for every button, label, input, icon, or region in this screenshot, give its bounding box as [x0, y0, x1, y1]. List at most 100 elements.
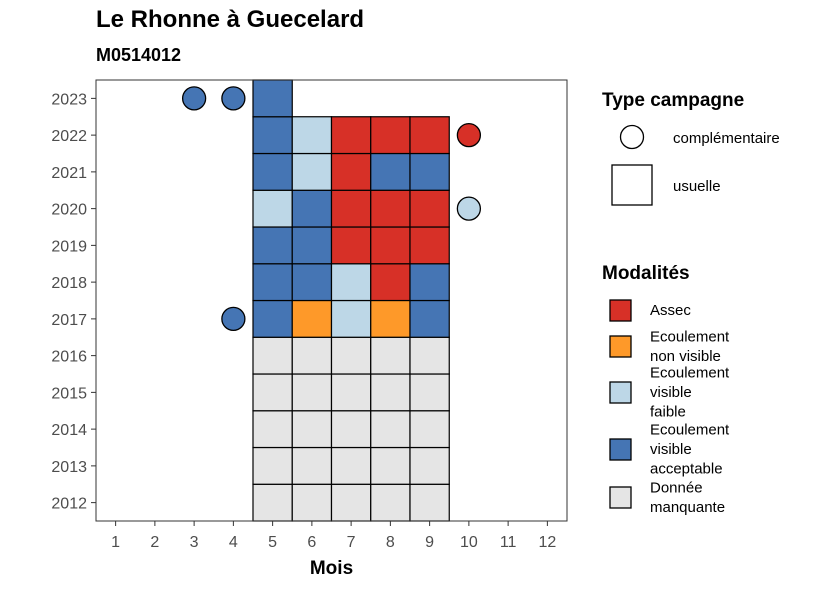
- cell-2020-5: [252, 189, 293, 228]
- y-axis: 2012 2013 2014 2015 2016 2017 2018 2019 2020 2021…: [51, 91, 96, 513]
- plot-panel-border: [95, 79, 568, 522]
- legend-type-label: usuelle: [673, 178, 721, 195]
- legend-square-key: [611, 164, 653, 206]
- y-tick-label: 2022: [51, 128, 87, 145]
- y-tick-label: 2017: [51, 312, 87, 329]
- y-tick-label: 2019: [51, 238, 87, 255]
- point-2017-4: [221, 306, 246, 332]
- chart-title: Le Rhonne à Guecelard: [96, 6, 365, 33]
- cell-2016-9: [409, 336, 450, 375]
- point-2023-4: [221, 86, 246, 111]
- cell-2019-5: [252, 226, 293, 265]
- x-tick-label: 2: [150, 534, 159, 551]
- y-tick-label: 2020: [51, 202, 87, 219]
- legend-modalite-label: visible: [650, 384, 692, 401]
- legend-key-0: [609, 299, 632, 322]
- cell-2012-7: [330, 483, 372, 522]
- point-2023-3: [181, 86, 207, 111]
- legend-modalite-label: visible: [650, 441, 692, 458]
- usuelle-cells: [252, 79, 450, 522]
- cell-2015-5: [252, 373, 293, 412]
- y-tick-label: 2023: [51, 91, 87, 108]
- cell-2013-7: [330, 446, 372, 485]
- cell-2017-5: [252, 299, 293, 338]
- cell-2022-7: [330, 116, 372, 155]
- cell-2016-5: [252, 336, 293, 375]
- cell-2014-5: [252, 410, 293, 449]
- y-tick-label: 2018: [51, 275, 87, 292]
- x-axis-title: Mois: [310, 558, 353, 579]
- cell-2017-6: [291, 299, 333, 338]
- cell-2019-8: [370, 226, 411, 265]
- cell-2018-6: [291, 263, 333, 302]
- x-tick-label: 1: [111, 534, 120, 551]
- legend-modalite-label: acceptable: [650, 461, 723, 478]
- legend-modalite-label: Ecoulement: [650, 328, 730, 345]
- cell-2019-6: [291, 226, 333, 265]
- cell-2019-9: [409, 226, 450, 265]
- cell-2020-8: [370, 189, 411, 228]
- cell-2015-6: [291, 373, 333, 412]
- x-tick-label: 9: [425, 534, 434, 551]
- cell-2018-7: [330, 263, 372, 302]
- cell-2015-9: [409, 373, 450, 412]
- legend-modalite-label: Assec: [650, 302, 691, 319]
- cell-2022-8: [370, 116, 411, 155]
- cell-2017-8: [370, 299, 411, 338]
- cell-2017-7: [330, 299, 372, 338]
- legend-modalite-label: faible: [650, 404, 686, 421]
- cell-2013-8: [370, 446, 411, 485]
- cell-2022-5: [252, 116, 293, 155]
- x-tick-label: 10: [460, 534, 478, 551]
- y-tick-label: 2015: [51, 385, 87, 402]
- x-axis: 1 2 3 4 5 6 7 8 9 10 11 12: [111, 521, 556, 551]
- cell-2016-7: [330, 336, 372, 375]
- cell-2021-9: [409, 152, 450, 191]
- y-tick-label: 2014: [51, 422, 87, 439]
- legend-type-campagne: Type campagne complémentaire usuelle: [602, 90, 780, 206]
- cell-2013-6: [291, 446, 333, 485]
- cell-2017-9: [409, 299, 450, 338]
- y-tick-label: 2012: [51, 496, 87, 513]
- x-tick-label: 6: [307, 534, 316, 551]
- y-tick-label: 2021: [51, 165, 87, 182]
- cell-2012-5: [252, 483, 293, 522]
- complementaire-points: [181, 86, 482, 332]
- cell-2013-5: [252, 446, 293, 485]
- cell-2022-6: [291, 116, 333, 155]
- cell-2014-8: [370, 410, 411, 449]
- cell-2014-6: [291, 410, 333, 449]
- x-tick-label: 4: [229, 534, 238, 551]
- cell-2021-8: [370, 152, 411, 191]
- x-tick-label: 11: [500, 534, 517, 551]
- point-2022-10: [456, 122, 482, 148]
- legend-modalite-label: Ecoulement: [650, 365, 730, 382]
- legend-circle-key: [619, 124, 645, 150]
- cell-2021-7: [330, 152, 372, 191]
- cell-2019-7: [330, 226, 372, 265]
- cell-2021-5: [252, 152, 293, 191]
- cell-2018-5: [252, 263, 293, 302]
- cell-2012-6: [291, 483, 333, 522]
- chart-subtitle: M0514012: [96, 45, 182, 65]
- x-tick-label: 7: [347, 534, 356, 551]
- cell-2018-8: [370, 263, 411, 302]
- y-tick-label: 2016: [51, 349, 87, 366]
- cell-2016-6: [291, 336, 333, 375]
- legend-type-title: Type campagne: [602, 90, 744, 111]
- cell-2022-9: [409, 116, 450, 155]
- cell-2014-7: [330, 410, 372, 449]
- cell-2018-9: [409, 263, 450, 302]
- legend-type-label: complémentaire: [673, 130, 780, 147]
- legend-key-1: [609, 335, 632, 358]
- cell-2012-8: [370, 483, 411, 522]
- legend-key-2: [609, 381, 632, 404]
- cell-2015-7: [330, 373, 372, 412]
- legend-modalite-label: non visible: [650, 348, 721, 365]
- legend-modalite-label: Donnée: [650, 479, 703, 496]
- legend-modalites-title: Modalités: [602, 263, 690, 284]
- legend-key-3: [609, 438, 632, 461]
- y-tick-label: 2013: [51, 459, 87, 476]
